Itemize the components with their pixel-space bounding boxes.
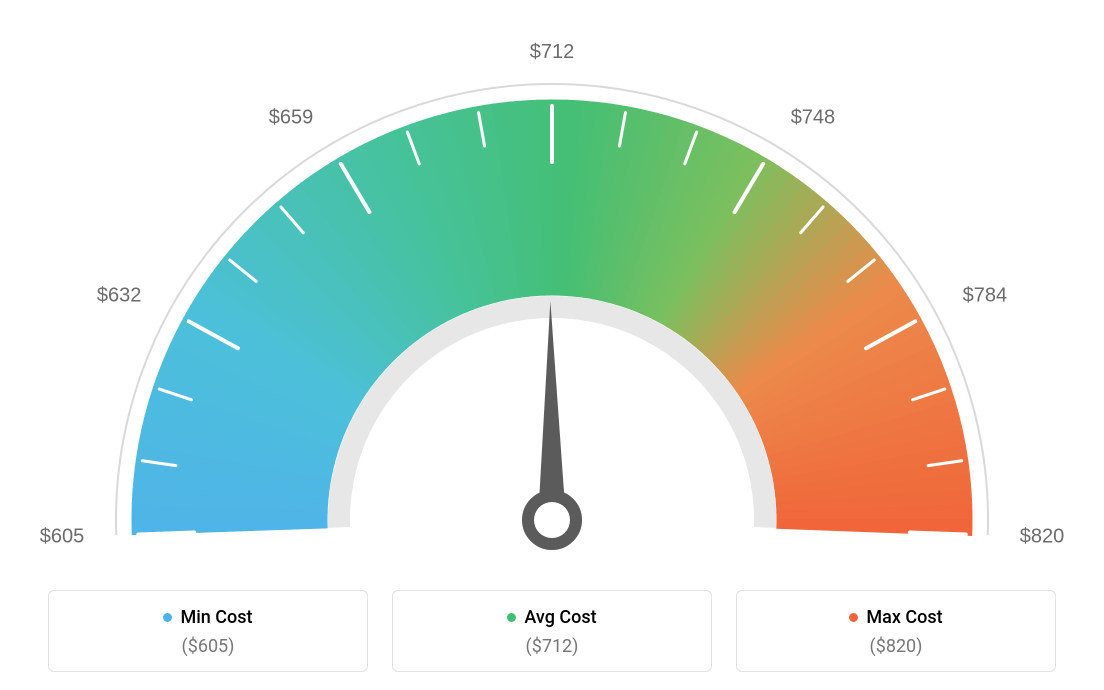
legend-value-min: ($605) bbox=[61, 636, 355, 657]
legend-card-avg: Avg Cost ($712) bbox=[392, 590, 712, 672]
legend-label-min: Min Cost bbox=[163, 607, 252, 628]
legend-label-text: Avg Cost bbox=[524, 607, 596, 628]
legend-label-text: Max Cost bbox=[866, 607, 942, 628]
legend-value-avg: ($712) bbox=[405, 636, 699, 657]
dot-icon bbox=[849, 613, 858, 622]
legend-row: Min Cost ($605) Avg Cost ($712) Max Cost… bbox=[20, 590, 1084, 684]
svg-text:$659: $659 bbox=[269, 106, 314, 128]
legend-label-text: Min Cost bbox=[180, 607, 252, 628]
legend-value-max: ($820) bbox=[749, 636, 1043, 657]
legend-card-min: Min Cost ($605) bbox=[48, 590, 368, 672]
svg-text:$784: $784 bbox=[963, 284, 1008, 306]
dot-icon bbox=[163, 613, 172, 622]
gauge-area: $605 $632 $659 $712 $748 $784 $820 bbox=[20, 20, 1084, 590]
chart-container: $605 $632 $659 $712 $748 $784 $820 Min Cost ($… bbox=[0, 0, 1104, 690]
legend-card-max: Max Cost ($820) bbox=[736, 590, 1056, 672]
svg-text:$748: $748 bbox=[791, 106, 836, 128]
legend-label-max: Max Cost bbox=[849, 607, 942, 628]
svg-text:$712: $712 bbox=[530, 41, 575, 63]
svg-text:$820: $820 bbox=[1020, 525, 1064, 547]
svg-text:$605: $605 bbox=[40, 525, 85, 547]
legend-label-avg: Avg Cost bbox=[507, 607, 596, 628]
dot-icon bbox=[507, 613, 516, 622]
svg-text:$632: $632 bbox=[97, 284, 142, 306]
gauge-chart: $605 $632 $659 $712 $748 $784 $820 bbox=[22, 30, 1082, 590]
